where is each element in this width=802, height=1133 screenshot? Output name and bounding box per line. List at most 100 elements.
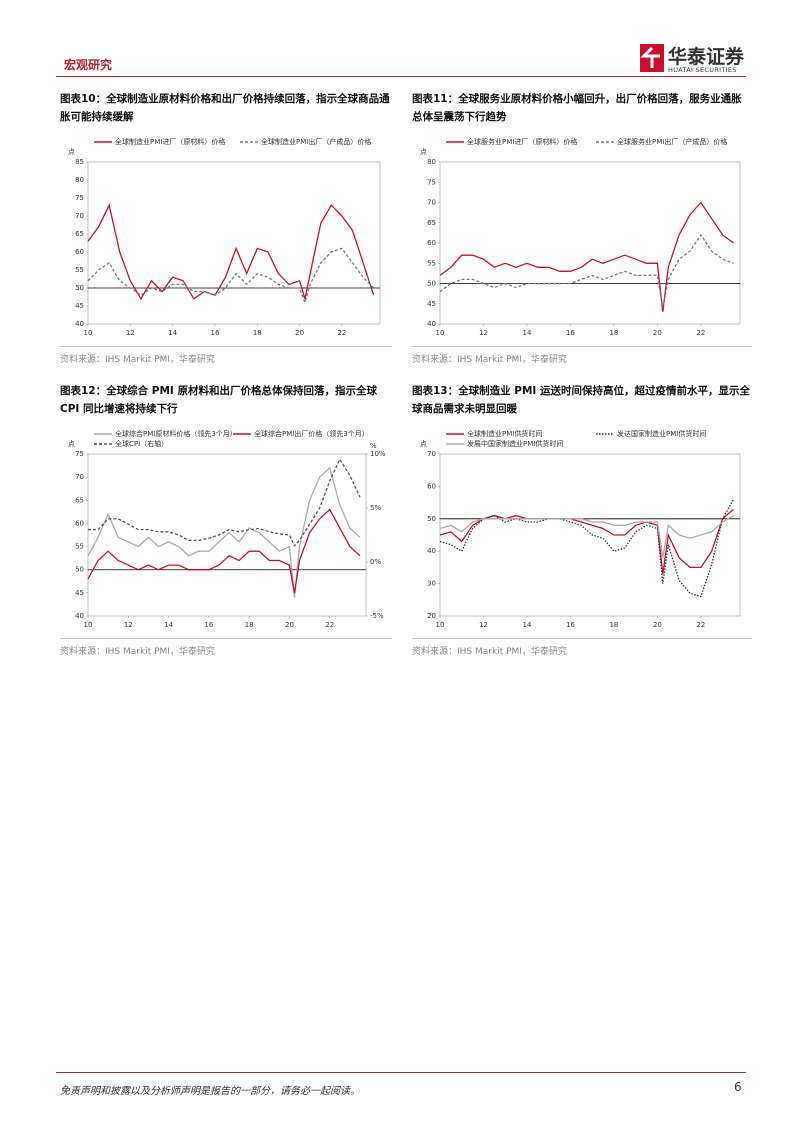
logo-icon: [640, 44, 664, 72]
y2-axis-label: %: [370, 442, 377, 450]
y-tick-label: 20: [427, 612, 436, 620]
legend-label: 全球制造业PMI出厂（产成品）价格: [261, 137, 371, 146]
y-axis-label: 点: [420, 440, 427, 448]
x-tick-label: 10: [84, 329, 93, 337]
x-tick-label: 18: [245, 621, 254, 629]
plot-frame: [87, 453, 367, 617]
chart: 点20304050607010 12 14 16 18 20 22全球制造业PMI供货时间发…: [420, 429, 741, 629]
series-line: [87, 508, 361, 594]
x-tick-label: 12: [479, 621, 488, 629]
series-line: [439, 233, 734, 308]
logo-subtext: HUATAI SECURITIES: [668, 66, 737, 74]
chart-source: 资料来源：IHS Markit PMI，华泰研究: [412, 638, 752, 657]
legend-label: 发展中国家制造业PMI供货时间: [467, 439, 563, 448]
y-axis-label: 点: [420, 148, 427, 156]
legend-label: 发达国家制造业PMI供货时间: [617, 429, 706, 438]
y-tick-label: 55: [75, 266, 84, 274]
footer-rule: [56, 1072, 746, 1073]
x-tick-label: 14: [522, 329, 531, 337]
chart-source: 资料来源：IHS Markit PMI，华泰研究: [412, 346, 752, 365]
page-number: 6: [734, 1080, 742, 1094]
y-tick-label: 30: [427, 580, 436, 588]
y-tick-label: 45: [75, 302, 84, 310]
y-tick-label: 40: [427, 547, 436, 555]
series-line: [88, 458, 361, 547]
disclaimer: 免责声明和披露以及分析师声明是报告的一部分，请务必一起阅读。: [60, 1086, 360, 1097]
series-line: [439, 201, 734, 312]
y-tick-label: 65: [75, 230, 84, 238]
y-tick-label: 50: [75, 566, 84, 574]
x-tick-label: 22: [696, 621, 705, 629]
y-tick-label: 65: [75, 496, 84, 504]
y-tick-label: 50: [75, 284, 84, 292]
chart-title: 图表12：全球综合 PMI 原材料和出厂价格总体保持回落，指示全球 CPI 同比…: [60, 385, 377, 415]
y-tick-label: 60: [75, 248, 84, 256]
chart-title: 图表13：全球制造业 PMI 运送时间保持高位，超过疫情前水平，显示全球商品需求…: [412, 385, 750, 415]
y-tick-label: 40: [427, 320, 436, 328]
y-tick-label: 55: [75, 543, 84, 551]
chart: 点 % 40 45 50 55 60 65 70 75 -5% 0% 5% 10% 10 12 14 16 18 20…: [68, 429, 386, 629]
y-tick-label: 60: [75, 519, 84, 527]
y-tick-label: 40: [75, 612, 84, 620]
chart-title: 图表11：全球服务业原材料价格小幅回升，出厂价格回落，服务业通胀总体呈震荡下行趋…: [412, 93, 742, 123]
y2-tick-label: 10%: [370, 450, 386, 458]
y-tick-label: 75: [75, 194, 84, 202]
legend-label: 全球服务业PMI出厂（产成品）价格: [617, 137, 727, 146]
legend-label: 全球综合PMI原材料价格（领先3个月）: [115, 429, 237, 438]
y-tick-label: 50: [427, 515, 436, 523]
y-tick-label: 65: [427, 219, 436, 227]
header-rule: [56, 76, 746, 77]
y-tick-label: 80: [75, 176, 84, 184]
y-axis-label: 点: [68, 148, 75, 156]
y-axis-label: 点: [68, 440, 75, 448]
plot-frame: [87, 161, 381, 325]
y-tick-label: 80: [427, 158, 436, 166]
y-tick-label: 75: [75, 450, 84, 458]
x-tick-label: 10: [436, 329, 445, 337]
series-line: [439, 515, 734, 558]
y2-tick-label: 5%: [370, 504, 381, 512]
x-tick-label: 10: [436, 621, 445, 629]
logo-text: 华泰证券: [668, 46, 745, 68]
y-tick-label: 70: [427, 199, 436, 207]
x-tick-label: 22: [696, 329, 705, 337]
legend-label: 全球服务业PMI进厂（原材料）价格: [467, 137, 577, 146]
y-tick-label: 50: [427, 280, 436, 288]
x-tick-label: 22: [325, 621, 334, 629]
chart-source: 资料来源：IHS Markit PMI，华泰研究: [60, 346, 392, 365]
x-tick-label: 16: [210, 329, 219, 337]
x-tick-label: 12: [126, 329, 135, 337]
series-line: [439, 508, 734, 574]
legend-label: 全球制造业PMI进厂（原材料）价格: [115, 137, 225, 146]
x-tick-label: 18: [253, 329, 262, 337]
plot-frame: [439, 453, 741, 617]
chart: 点 40 45 50 55 60 65 70 75 80 85 10 12 14 16 18 20 22 全球制造业…: [68, 137, 381, 337]
y-tick-label: 60: [427, 239, 436, 247]
y-tick-label: 40: [75, 320, 84, 328]
y2-tick-label: -5%: [370, 612, 384, 620]
y-tick-label: 55: [427, 259, 436, 267]
series-line: [87, 247, 375, 305]
x-tick-label: 22: [337, 329, 346, 337]
y-tick-label: 70: [75, 473, 84, 481]
legend-label: 全球综合PMI出厂价格（领先3个月）: [254, 429, 369, 438]
legend-label: 全球CPI（右轴）: [115, 439, 168, 448]
y-tick-label: 60: [427, 482, 436, 490]
x-tick-label: 12: [479, 329, 488, 337]
y-tick-label: 70: [427, 450, 436, 458]
x-tick-label: 18: [609, 621, 618, 629]
series-line: [87, 466, 361, 598]
x-tick-label: 10: [84, 621, 93, 629]
section-title: 宏观研究: [64, 58, 113, 72]
x-tick-label: 18: [609, 329, 618, 337]
x-tick-label: 20: [295, 329, 304, 337]
y-tick-label: 75: [427, 178, 436, 186]
chart-title: 图表10：全球制造业原材料价格和出厂价格持续回落，指示全球商品通胀可能持续缓解: [60, 93, 390, 123]
y2-tick-label: 0%: [370, 558, 381, 566]
y-tick-label: 45: [75, 589, 84, 597]
chart: 点 40 45 50 55 60 65 70 75 80 10 12 14 16 18 20 22 全球服务业PM…: [420, 137, 741, 337]
x-tick-label: 16: [566, 329, 575, 337]
x-tick-label: 16: [204, 621, 213, 629]
x-tick-label: 12: [124, 621, 133, 629]
